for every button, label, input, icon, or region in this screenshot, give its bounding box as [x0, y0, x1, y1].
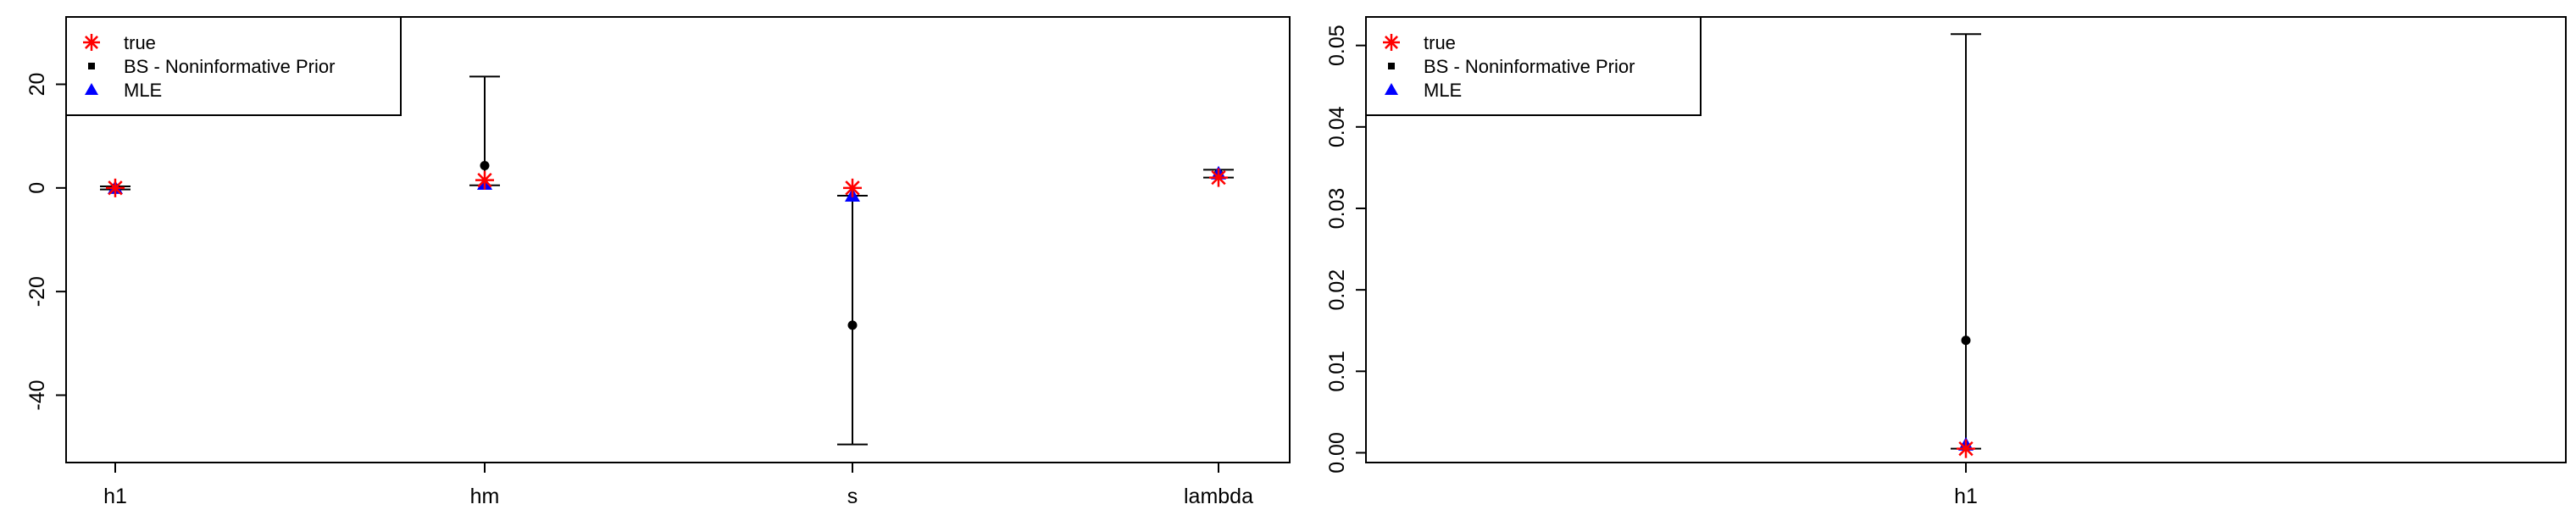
y-tick-label: 0.02	[1325, 269, 1349, 311]
y-tick-label: 0.05	[1325, 25, 1349, 66]
chart-panel-1: 20 0 -20 -40 h1 hm s lambda true BS - Noninformat…	[25, 16, 1291, 508]
true-point-h1-stroke	[1958, 441, 1974, 457]
true-point-lambda-stroke	[1211, 169, 1226, 186]
y-tick-label: 0	[25, 182, 49, 194]
legend: true BS - Noninformative Prior MLE	[65, 16, 402, 116]
legend-marker-true-stroke	[1385, 36, 1398, 49]
legend-box	[65, 16, 402, 116]
legend-label: BS - Noninformative Prior	[1424, 56, 1635, 77]
bs-point-s	[847, 320, 858, 330]
true-point-h1	[1957, 439, 1975, 458]
interval-s	[837, 195, 868, 446]
y-tick-label: -20	[25, 276, 49, 307]
interval-h1	[1951, 33, 1981, 450]
y-tick-label: 0.04	[1325, 106, 1349, 147]
x-tick-label: h1	[103, 485, 127, 508]
true-point-hm	[475, 170, 494, 190]
x-tick-label: lambda	[1184, 485, 1253, 508]
plot-area	[65, 16, 1291, 463]
legend-box	[1365, 16, 1702, 116]
bs-point-h1	[1961, 335, 1971, 346]
legend-marker-true-stroke	[85, 36, 98, 49]
x-tick-label: hm	[470, 485, 500, 508]
legend-label: true	[124, 32, 156, 53]
y-tick-label: 0.01	[1325, 351, 1349, 392]
y-tick-label: 0.03	[1325, 188, 1349, 230]
true-point-s-stroke	[845, 180, 860, 196]
legend-marker-true	[1383, 34, 1400, 51]
bs-point-hm	[480, 161, 490, 171]
legend-marker-bs	[1388, 63, 1395, 69]
true-point-hm-stroke	[477, 173, 492, 188]
y-tick-label: 0.00	[1325, 432, 1349, 474]
legend-marker-true	[83, 34, 100, 51]
y-tick-label: 20	[25, 73, 49, 97]
legend-label: MLE	[124, 80, 162, 101]
legend-label: true	[1424, 32, 1456, 53]
true-point-lambda	[1209, 168, 1228, 187]
x-tick-label: s	[847, 485, 858, 508]
true-point-h1-stroke	[108, 180, 123, 196]
legend: true BS - Noninformative Prior MLE	[1365, 16, 1702, 116]
y-tick-label: -40	[25, 380, 49, 410]
true-point-h1	[106, 178, 125, 197]
legend-marker-mle	[85, 83, 98, 95]
true-point-s	[843, 178, 862, 197]
legend-label: MLE	[1424, 80, 1462, 101]
chart-panel-2: 0.00 0.01 0.02 0.03 0.04 0.05 h1 true BS - Nonin…	[1325, 16, 2567, 508]
legend-marker-mle	[1385, 83, 1398, 95]
legend-marker-bs	[88, 63, 95, 69]
legend-label: BS - Noninformative Prior	[124, 56, 335, 77]
x-tick-label: h1	[1954, 485, 1978, 508]
